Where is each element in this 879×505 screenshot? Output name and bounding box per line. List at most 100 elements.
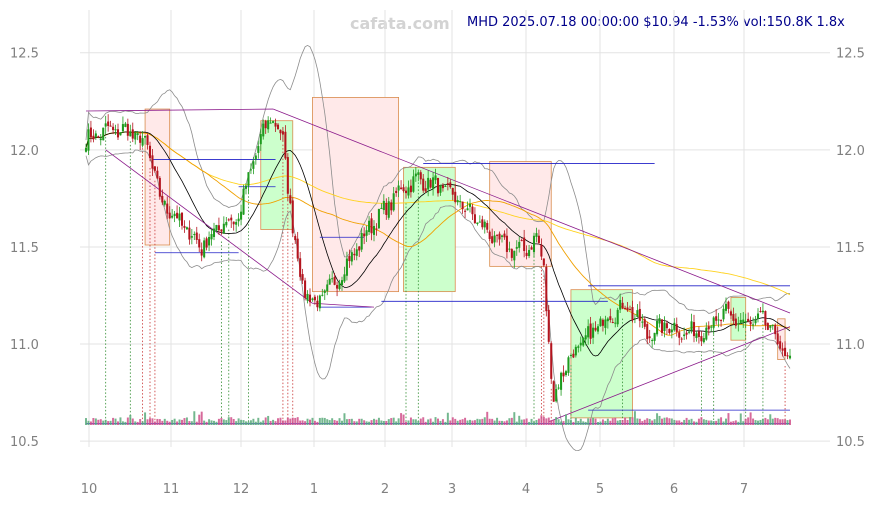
candle-body <box>569 354 572 356</box>
volume-bar <box>210 420 213 425</box>
candle-body <box>633 318 636 320</box>
volume-bar <box>697 418 700 425</box>
volume-bar <box>188 421 191 425</box>
volume-bar <box>663 417 666 425</box>
volume-bar <box>483 417 486 425</box>
volume-bar <box>375 419 378 425</box>
volume-bar <box>333 420 336 425</box>
volume-bar <box>451 417 454 425</box>
candle-body <box>555 388 558 402</box>
candle-body <box>579 342 582 346</box>
candle-body <box>454 191 457 202</box>
volume-bar <box>471 420 474 425</box>
volume-bar <box>274 421 277 425</box>
candle-body <box>153 166 156 171</box>
volume-bar <box>584 421 587 425</box>
candle-body <box>345 258 348 276</box>
volume-bar <box>469 419 471 425</box>
volume-bar <box>264 417 267 425</box>
candle-body <box>244 185 248 189</box>
candle-body <box>584 335 587 340</box>
volume-bar <box>616 420 619 425</box>
candle-body <box>769 325 772 328</box>
volume-bar <box>124 421 127 425</box>
candle-body <box>737 323 740 325</box>
candle-body <box>471 206 474 215</box>
volume-bar <box>537 418 540 425</box>
candle-body <box>680 338 683 340</box>
candle-body <box>294 236 297 241</box>
volume-bar <box>486 411 489 425</box>
volume-bar <box>286 417 289 425</box>
candle-body <box>761 310 764 313</box>
candle-body <box>407 187 410 196</box>
volume-bar <box>407 420 410 425</box>
volume-bar <box>380 420 383 425</box>
candle-body <box>552 381 555 402</box>
volume-bar <box>742 421 745 425</box>
volume-bar <box>377 417 380 425</box>
volume-bar <box>409 417 412 425</box>
candle-body <box>116 129 120 138</box>
candle-body <box>97 136 100 138</box>
volume-bar <box>565 414 567 425</box>
volume-bar <box>326 419 329 425</box>
candle-body <box>545 266 548 312</box>
candle-body <box>102 127 105 141</box>
candle-body <box>518 241 521 248</box>
candle-body <box>313 296 316 301</box>
volume-bar <box>422 417 425 425</box>
volume-bar <box>279 417 282 425</box>
volume-bar <box>727 413 730 425</box>
volume-bar <box>161 420 164 425</box>
candle-body <box>131 129 134 139</box>
volume-bar <box>577 420 580 425</box>
volume-bar <box>109 420 112 425</box>
volume-bar <box>754 420 757 425</box>
volume-bar <box>181 419 183 425</box>
volume-bar <box>277 418 279 425</box>
volume-bar <box>429 418 432 425</box>
volume-bar <box>247 421 250 425</box>
x-tick-label: 7 <box>740 482 748 497</box>
volume-bar <box>545 418 548 425</box>
candle-body <box>257 146 260 153</box>
volume-bar <box>121 421 124 425</box>
candle-body <box>225 222 228 226</box>
volume-bar <box>599 421 602 425</box>
candle-body <box>286 157 289 194</box>
volume-bar <box>242 420 245 425</box>
candle-body <box>434 175 437 181</box>
volume-bar <box>316 421 319 425</box>
volume-bar <box>387 419 390 425</box>
volume-bar <box>343 413 346 425</box>
volume-bar <box>318 417 321 425</box>
volume-bar <box>217 418 220 425</box>
volume-bar <box>779 419 782 425</box>
candle-body <box>505 235 508 252</box>
candle-body <box>353 253 356 256</box>
candle-body <box>173 213 176 217</box>
candle-body <box>168 212 171 219</box>
volume-bar <box>715 420 718 425</box>
candle-body <box>441 185 444 189</box>
volume-bar <box>473 420 476 425</box>
candle-body <box>523 237 526 252</box>
candle-body <box>363 233 366 237</box>
candle-body <box>237 218 240 222</box>
candle-body <box>774 325 777 335</box>
volume-bar <box>725 418 727 425</box>
volume-bar <box>114 418 117 425</box>
lower-band <box>85 149 791 452</box>
volume-bar <box>402 414 405 425</box>
trend-line <box>548 326 791 423</box>
candle-body <box>658 318 661 324</box>
volume-bar <box>493 420 496 425</box>
candle-body <box>601 319 604 326</box>
volume-bar <box>670 418 673 425</box>
candle-body <box>395 190 398 193</box>
trend-line <box>85 108 274 112</box>
volume-bar <box>744 418 747 425</box>
candle-body <box>653 332 656 341</box>
